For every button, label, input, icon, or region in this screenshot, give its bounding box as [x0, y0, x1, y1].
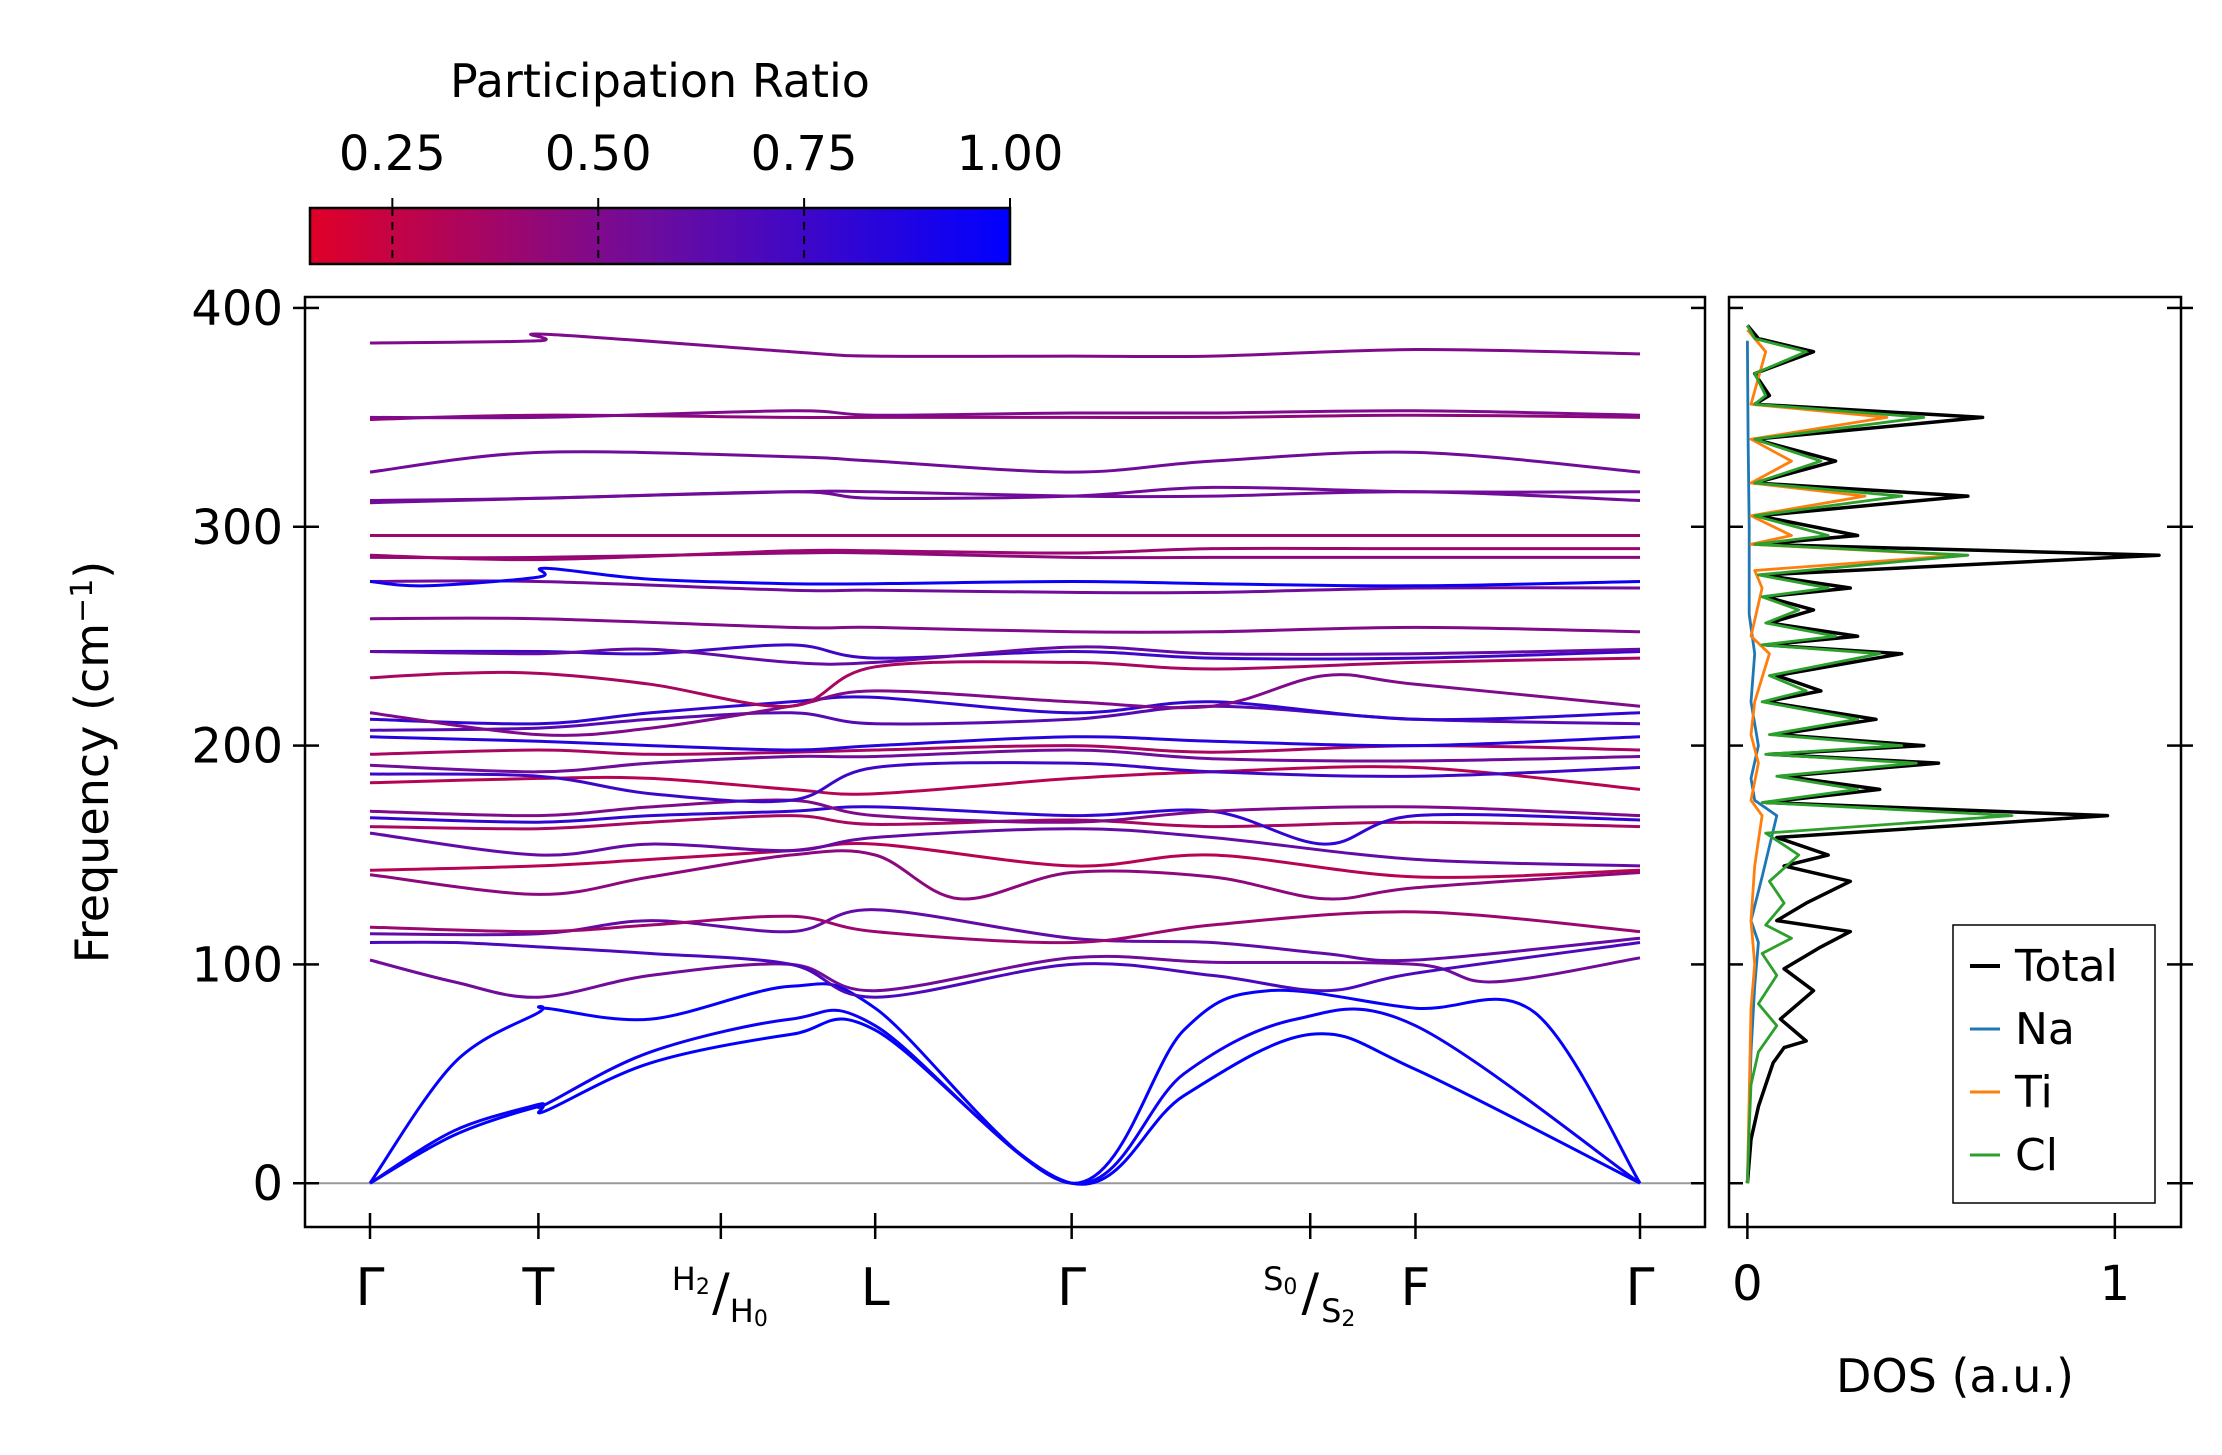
band-line-opt-385 — [369, 332, 1641, 359]
band-line-opt-203 — [369, 735, 1641, 752]
band-line-acoustic-3 — [368, 982, 1642, 1185]
q-label-2-denominator: H0 — [730, 1292, 768, 1332]
band-lines — [305, 332, 1705, 1186]
colorbar-gradient — [308, 206, 1012, 266]
q-label-6: F — [1401, 1258, 1431, 1318]
dos-line-total — [1745, 324, 2161, 1184]
legend-label-cl: Cl — [2015, 1130, 2058, 1181]
colorbar-tick-labels: 0.25 0.50 0.75 1.00 — [339, 126, 1064, 182]
dos-legend: Total Na Ti Cl — [1952, 924, 2156, 1204]
band-line-opt-285 — [369, 550, 1640, 560]
colorbar-tick-label-2: 0.75 — [751, 126, 858, 182]
band-line-opt-150 — [369, 827, 1641, 868]
legend-label-na: Na — [2015, 1004, 2075, 1055]
dos-plot-frame — [1727, 295, 2183, 1229]
band-line-opt-316 — [369, 485, 1641, 502]
band-line-opt-130 — [369, 849, 1641, 901]
q-label-5-denominator: S2 — [1321, 1292, 1355, 1332]
q-label-3: L — [861, 1258, 890, 1318]
colorbar-tick-label-0: 0.25 — [339, 126, 446, 182]
dos-x-tick-label-0: 0 — [1732, 1256, 1763, 1312]
band-line-opt-118 — [369, 910, 1641, 945]
band-plot-frame — [303, 295, 1707, 1229]
band-line-opt-216 — [369, 673, 1641, 737]
band-line-opt-112 — [369, 908, 1641, 963]
band-line-opt-271 — [369, 579, 1641, 595]
band-line-acoustic-2 — [369, 1007, 1641, 1185]
dos-x-tick-label-1: 1 — [2100, 1256, 2131, 1312]
legend-label-ti: Ti — [2014, 1067, 2053, 1118]
band-line-opt-182 — [369, 765, 1641, 796]
dos-line-ti — [1746, 328, 1962, 1184]
q-label-7: Γ — [1626, 1258, 1655, 1318]
y-tick-label-0: 0 — [252, 1156, 283, 1212]
dos-line-cl — [1746, 324, 2014, 1184]
band-line-opt-163 — [369, 814, 1641, 831]
band-line-opt-275 — [369, 566, 1641, 588]
band-line-opt-232 — [369, 656, 1641, 708]
q-label-5-slash: / — [1301, 1263, 1319, 1323]
colorbar-tick-label-3: 1.00 — [957, 126, 1064, 182]
dos-x-axis-title: DOS (a.u.) — [1836, 1349, 2074, 1403]
y-tick-label-100: 100 — [191, 937, 283, 993]
participation-ratio-colorbar: Participation Ratio 0.25 0.50 0.75 1.00 — [308, 54, 1064, 266]
colorbar-title: Participation Ratio — [450, 54, 870, 108]
q-label-2: H2/H0 — [672, 1260, 768, 1332]
q-label-0: Γ — [356, 1258, 385, 1318]
q-label-2-numerator: H2 — [672, 1260, 710, 1300]
band-q-ticks: Γ T H2/H0L Γ S0/S2F Γ — [356, 1213, 1655, 1332]
y-tick-label-300: 300 — [191, 500, 283, 556]
band-line-opt-167 — [369, 805, 1641, 846]
band-line-opt-192 — [369, 748, 1641, 774]
band-line-opt-187 — [369, 761, 1641, 804]
q-label-5-numerator: S0 — [1263, 1260, 1297, 1300]
legend-label-total: Total — [2014, 941, 2118, 992]
colorbar-ticks — [391, 198, 1011, 264]
q-label-5: S0/S2 — [1263, 1260, 1355, 1332]
band-line-opt-143 — [369, 842, 1641, 879]
band-line-opt-324 — [369, 450, 1641, 474]
band-line-opt-244 — [369, 645, 1641, 666]
dos-line-na — [1746, 340, 1779, 1184]
q-label-4: Γ — [1057, 1258, 1086, 1318]
y-axis-title: Frequency (cm−1) — [65, 561, 119, 964]
colorbar-tick-label-1: 0.50 — [545, 126, 652, 182]
legend-box — [1952, 924, 2156, 1204]
dos-y-ticks — [1729, 306, 2193, 1185]
band-line-opt-258 — [369, 616, 1641, 634]
dos-lines — [1745, 324, 2161, 1184]
band-line-opt-170 — [369, 798, 1641, 824]
q-label-1: T — [522, 1258, 555, 1318]
band-line-opt-351 — [369, 409, 1641, 420]
q-label-2-slash: / — [712, 1263, 730, 1323]
y-tick-label-400: 400 — [191, 281, 283, 337]
band-line-opt-85 — [369, 954, 1641, 999]
band-line-opt-100 — [369, 940, 1641, 999]
band-line-opt-212 — [369, 695, 1641, 726]
band-y-ticks: 0 100 200 300 400 — [191, 281, 1705, 1212]
band-line-opt-289 — [369, 546, 1640, 562]
y-tick-label-200: 200 — [191, 719, 283, 775]
